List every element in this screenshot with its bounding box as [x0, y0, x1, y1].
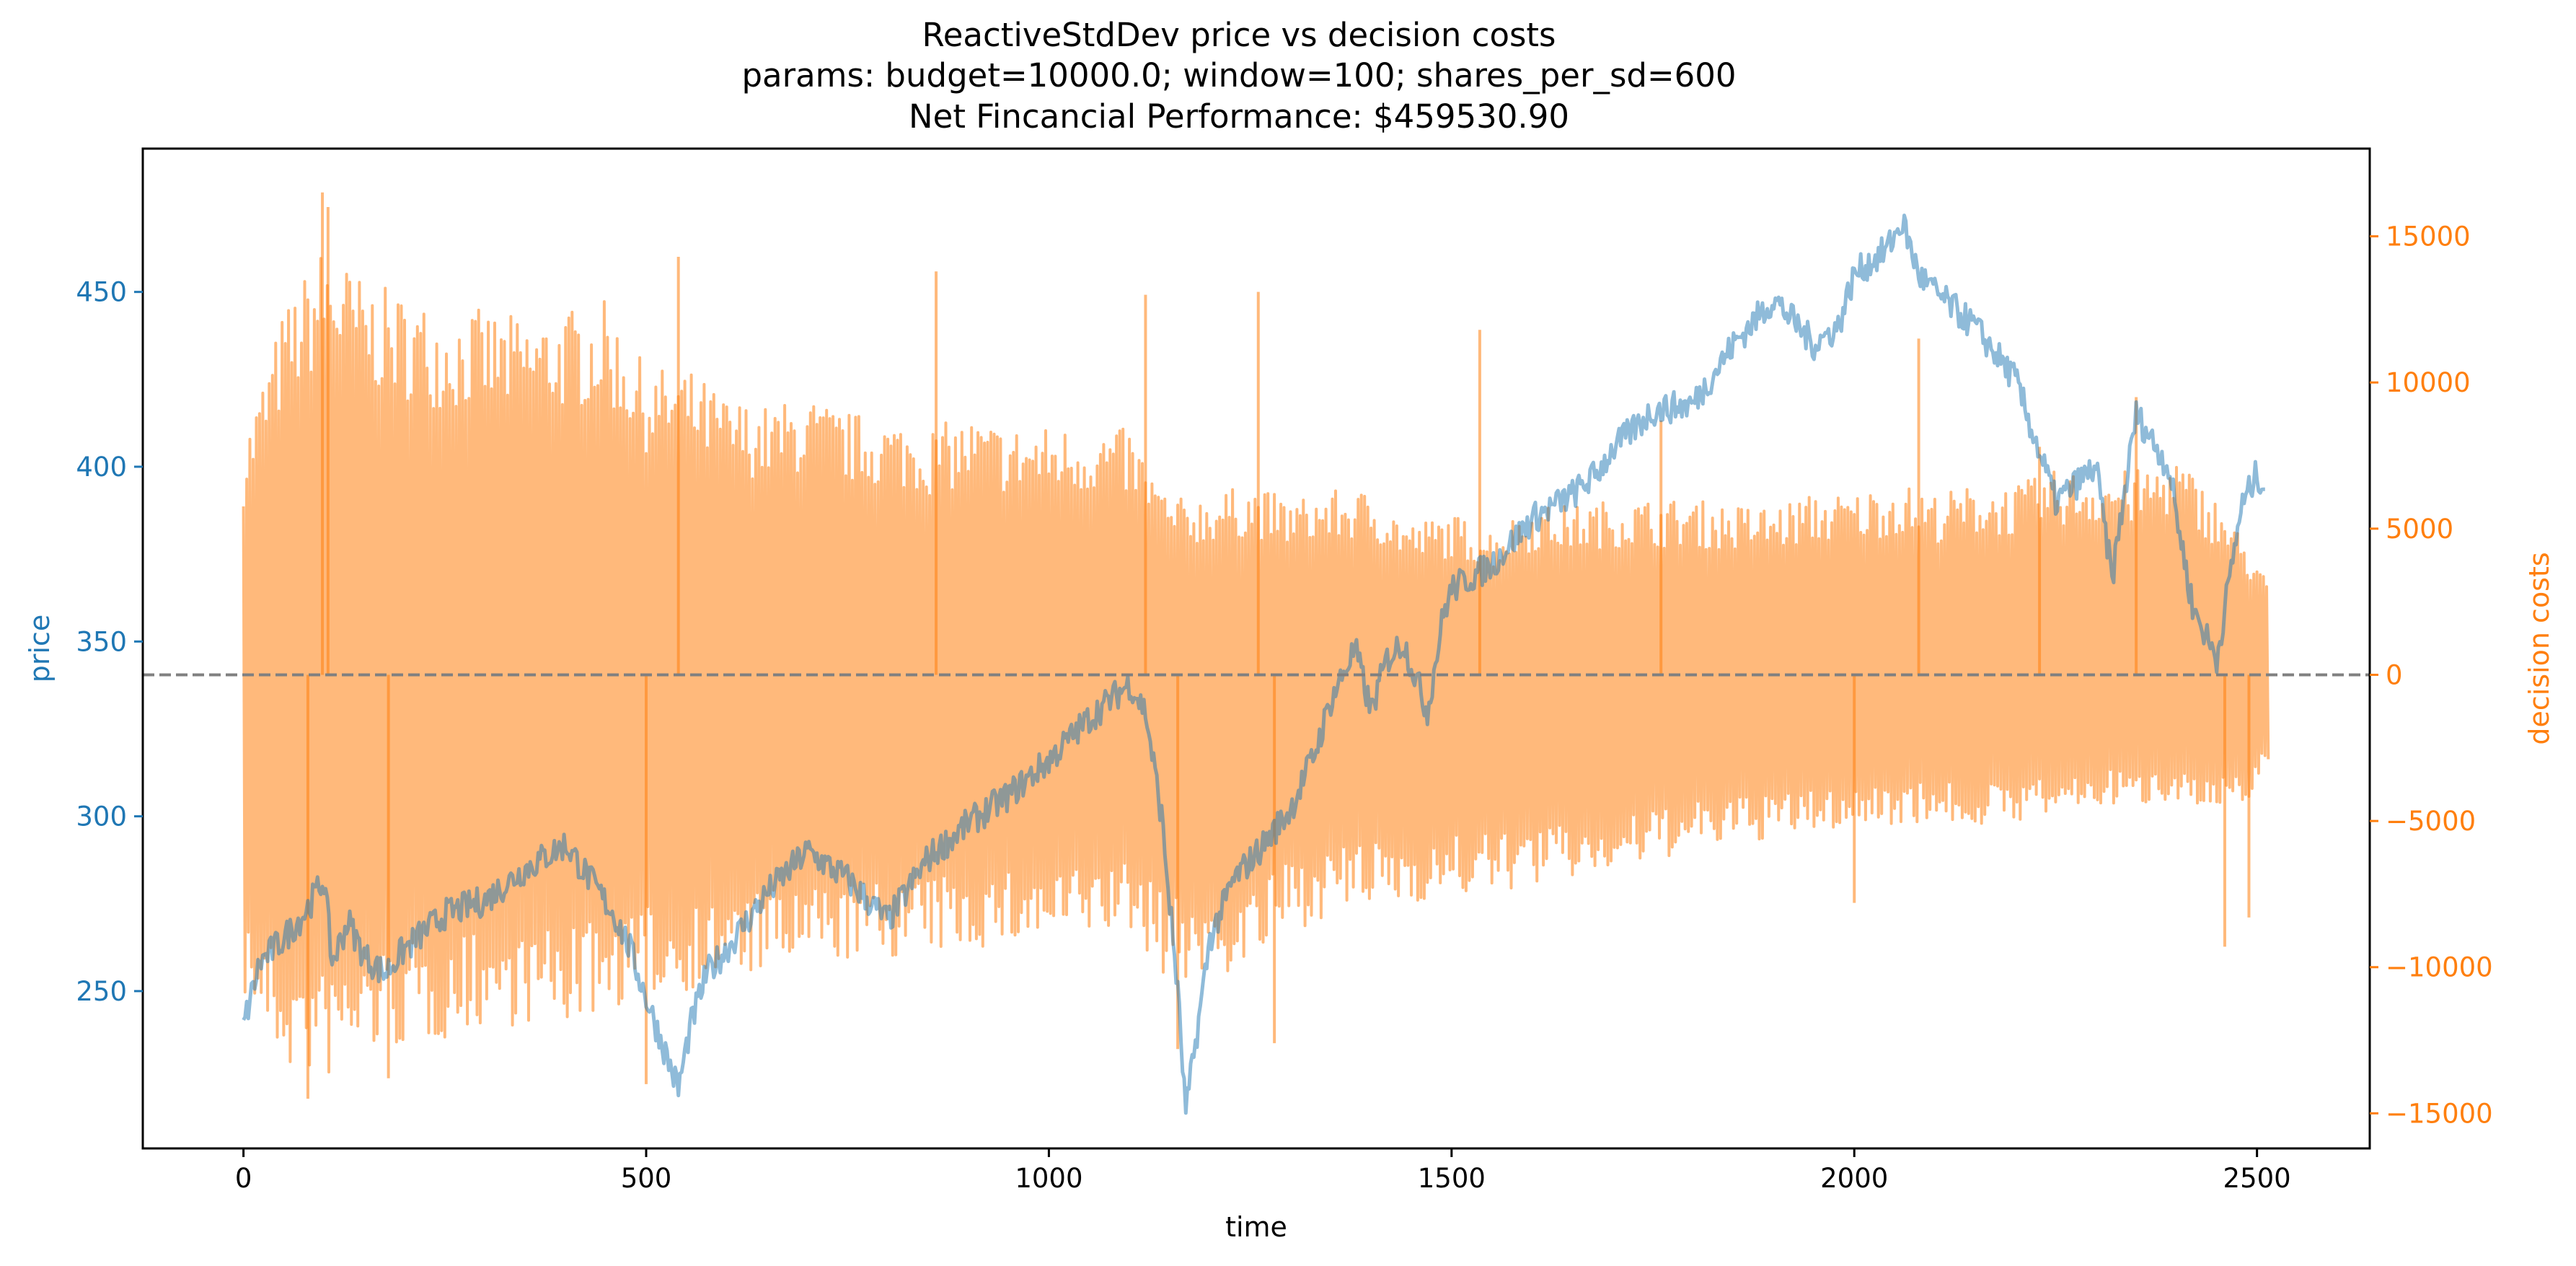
right-tick-label: 0: [2386, 659, 2403, 690]
right-tick-label: 5000: [2386, 514, 2453, 545]
x-axis-label: time: [1225, 1211, 1287, 1243]
price-series: [242, 214, 2266, 1115]
plot-frame: [141, 147, 2371, 1150]
x-tick-label: 500: [621, 1163, 672, 1194]
right-tick-label: 15000: [2386, 221, 2471, 252]
left-tick-label: 350: [76, 626, 127, 657]
chart-title: ReactiveStdDev price vs decision costs: [922, 16, 1556, 54]
x-axis-ticks: 0 500 1000 1500 2000 2500: [235, 1148, 2291, 1194]
left-tick-label: 300: [76, 801, 127, 832]
left-axis-ticks: 250 300 350 400 450: [76, 277, 143, 1007]
right-tick-label: −15000: [2386, 1098, 2493, 1129]
chart-subtitle-params: params: budget=10000.0; window=100; shar…: [741, 56, 1736, 94]
left-tick-label: 450: [76, 277, 127, 308]
left-axis-label: price: [24, 615, 56, 683]
price-line: [242, 214, 2266, 1115]
x-tick-label: 2500: [2223, 1163, 2291, 1194]
left-tick-label: 250: [76, 976, 127, 1007]
right-axis-label: decision costs: [2523, 552, 2555, 744]
decision-costs-series: [242, 192, 2270, 1099]
chart-subtitle-performance: Net Fincancial Performance: $459530.90: [909, 97, 1569, 136]
right-tick-label: −5000: [2386, 806, 2476, 837]
left-tick-label: 400: [76, 452, 127, 483]
right-tick-label: −10000: [2386, 952, 2493, 983]
x-tick-label: 0: [235, 1163, 252, 1194]
x-tick-label: 2000: [1820, 1163, 1888, 1194]
x-tick-label: 1500: [1418, 1163, 1486, 1194]
x-tick-label: 1000: [1015, 1163, 1082, 1194]
decision-costs-line: [242, 257, 2270, 1074]
right-axis-ticks: −15000 −10000 −5000 0 5000 10000 15000: [2370, 221, 2493, 1129]
right-tick-label: 10000: [2386, 367, 2471, 398]
